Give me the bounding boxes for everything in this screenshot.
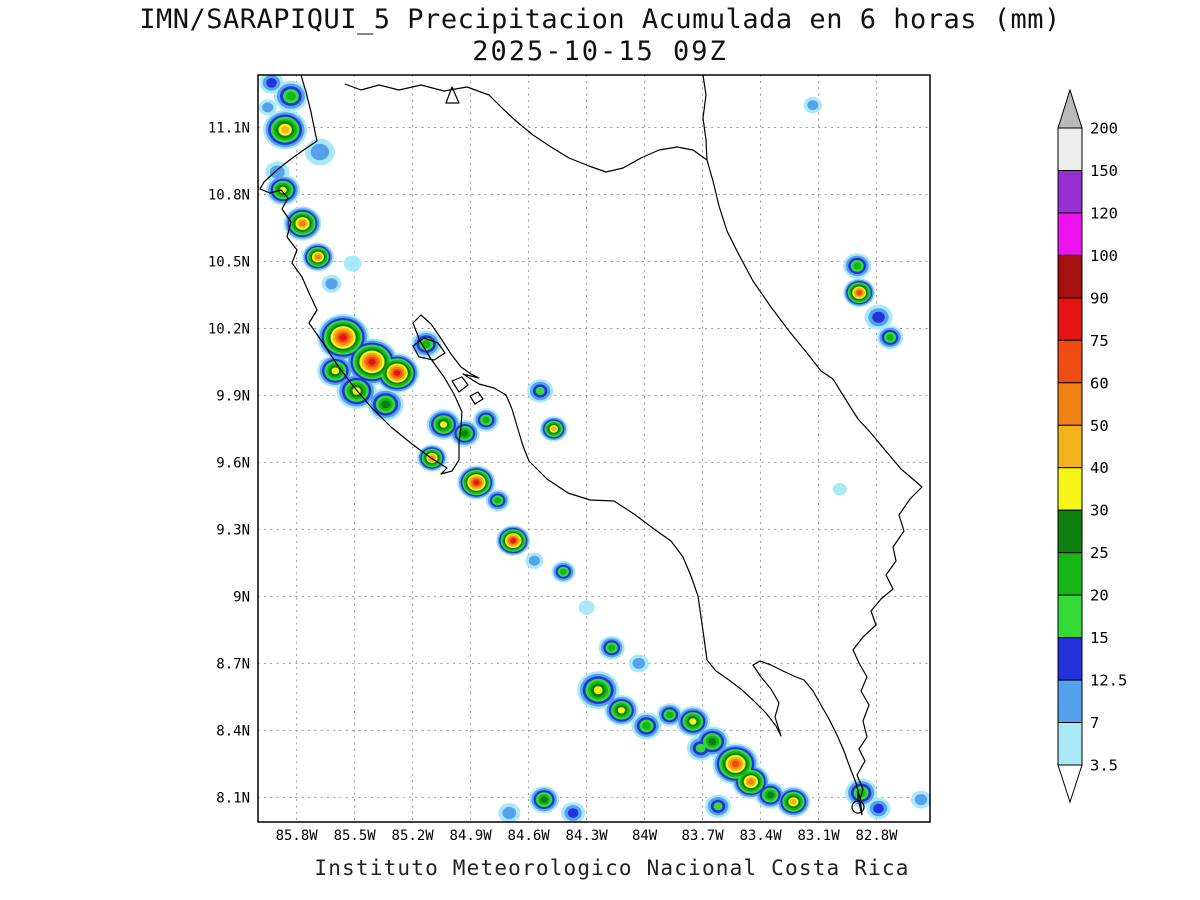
colorbar-band <box>1057 212 1083 256</box>
colorbar-band <box>1057 679 1083 724</box>
colorbar-band <box>1057 382 1083 426</box>
grid-lines <box>257 74 931 823</box>
lon-axis-label: 83.1W <box>797 828 840 844</box>
lon-axis-label: 84W <box>632 828 658 844</box>
colorbar-band <box>1057 594 1083 639</box>
lon-axis-label: 85.8W <box>276 828 319 844</box>
legend-label: 20 <box>1090 587 1109 605</box>
legend-label: 12.5 <box>1090 672 1127 690</box>
chart-title: IMN/SARAPIQUI_5 Precipitacion Acumulada … <box>139 4 1061 35</box>
colorbar-band <box>1057 170 1083 214</box>
colorbar-band <box>1057 339 1083 384</box>
lon-axis-label: 82.8W <box>855 828 898 844</box>
legend-label: 60 <box>1090 374 1109 392</box>
lon-axis-label: 83.4W <box>740 828 783 844</box>
axis-labels: 11.1N 10.8N 10.5N 10.2N 9.9N 9.6N 9.3N 9N 8.7N 8.… <box>208 120 898 844</box>
legend-label: 90 <box>1090 289 1109 307</box>
colorbar-legend: 200 150 120 100 90 75 60 50 40 30 25 20 15 12.5 7 3.5 <box>1057 88 1127 804</box>
legend-label: 3.5 <box>1090 757 1118 775</box>
colorbar-band <box>1057 722 1083 766</box>
lon-axis-label: 85.5W <box>334 828 377 844</box>
lat-axis-label: 9.6N <box>216 455 250 471</box>
colorbar-under-arrow <box>1057 764 1083 804</box>
lat-axis-label: 8.1N <box>216 790 250 806</box>
legend-label: 120 <box>1090 204 1118 222</box>
lon-axis-label: 84.3W <box>566 828 609 844</box>
legend-label: 25 <box>1090 544 1109 562</box>
colorbar-band <box>1057 552 1083 596</box>
colorbar-band <box>1057 424 1083 469</box>
legend-label: 30 <box>1090 502 1109 520</box>
island-outline <box>445 86 460 104</box>
lat-axis-label: 9.9N <box>216 388 250 404</box>
colorbar-band <box>1057 467 1083 511</box>
lat-axis-label: 8.4N <box>216 723 250 739</box>
colorbar-band <box>1057 127 1083 171</box>
lon-axis-label: 84.6W <box>508 828 551 844</box>
lon-axis-label: 83.7W <box>682 828 725 844</box>
lat-axis-label: 11.1N <box>208 120 250 136</box>
island-outline <box>469 391 484 405</box>
colorbar-band <box>1057 297 1083 341</box>
lat-axis-label: 10.2N <box>208 321 250 337</box>
lat-axis-label: 10.5N <box>208 254 250 270</box>
legend-label: 200 <box>1090 120 1118 138</box>
coastline <box>259 75 923 816</box>
legend-label: 100 <box>1090 247 1118 265</box>
lon-axis-label: 84.9W <box>450 828 493 844</box>
chart-validtime: 2025-10-15 09Z <box>472 36 728 67</box>
precipitation-blobs <box>258 75 930 822</box>
legend-label: 150 <box>1090 162 1118 180</box>
colorbar-over-arrow <box>1057 88 1083 129</box>
colorbar-band <box>1057 254 1083 299</box>
lon-axis-label: 85.2W <box>392 828 435 844</box>
lat-axis-label: 8.7N <box>216 656 250 672</box>
map-frame <box>257 74 931 823</box>
legend-label: 75 <box>1090 332 1109 350</box>
footer-caption: Instituto Meteorologico Nacional Costa R… <box>314 856 910 880</box>
lat-axis-label: 9.3N <box>216 522 250 538</box>
legend-label: 15 <box>1090 629 1109 647</box>
legend-label: 40 <box>1090 459 1109 477</box>
legend-label: 7 <box>1090 714 1099 732</box>
island-outline <box>412 337 446 361</box>
colorbar-band <box>1057 509 1083 554</box>
lat-axis-label: 9N <box>233 589 250 605</box>
island-outline <box>451 376 469 393</box>
lat-axis-label: 10.8N <box>208 187 250 203</box>
colorbar-band <box>1057 637 1083 681</box>
legend-label: 50 <box>1090 417 1109 435</box>
